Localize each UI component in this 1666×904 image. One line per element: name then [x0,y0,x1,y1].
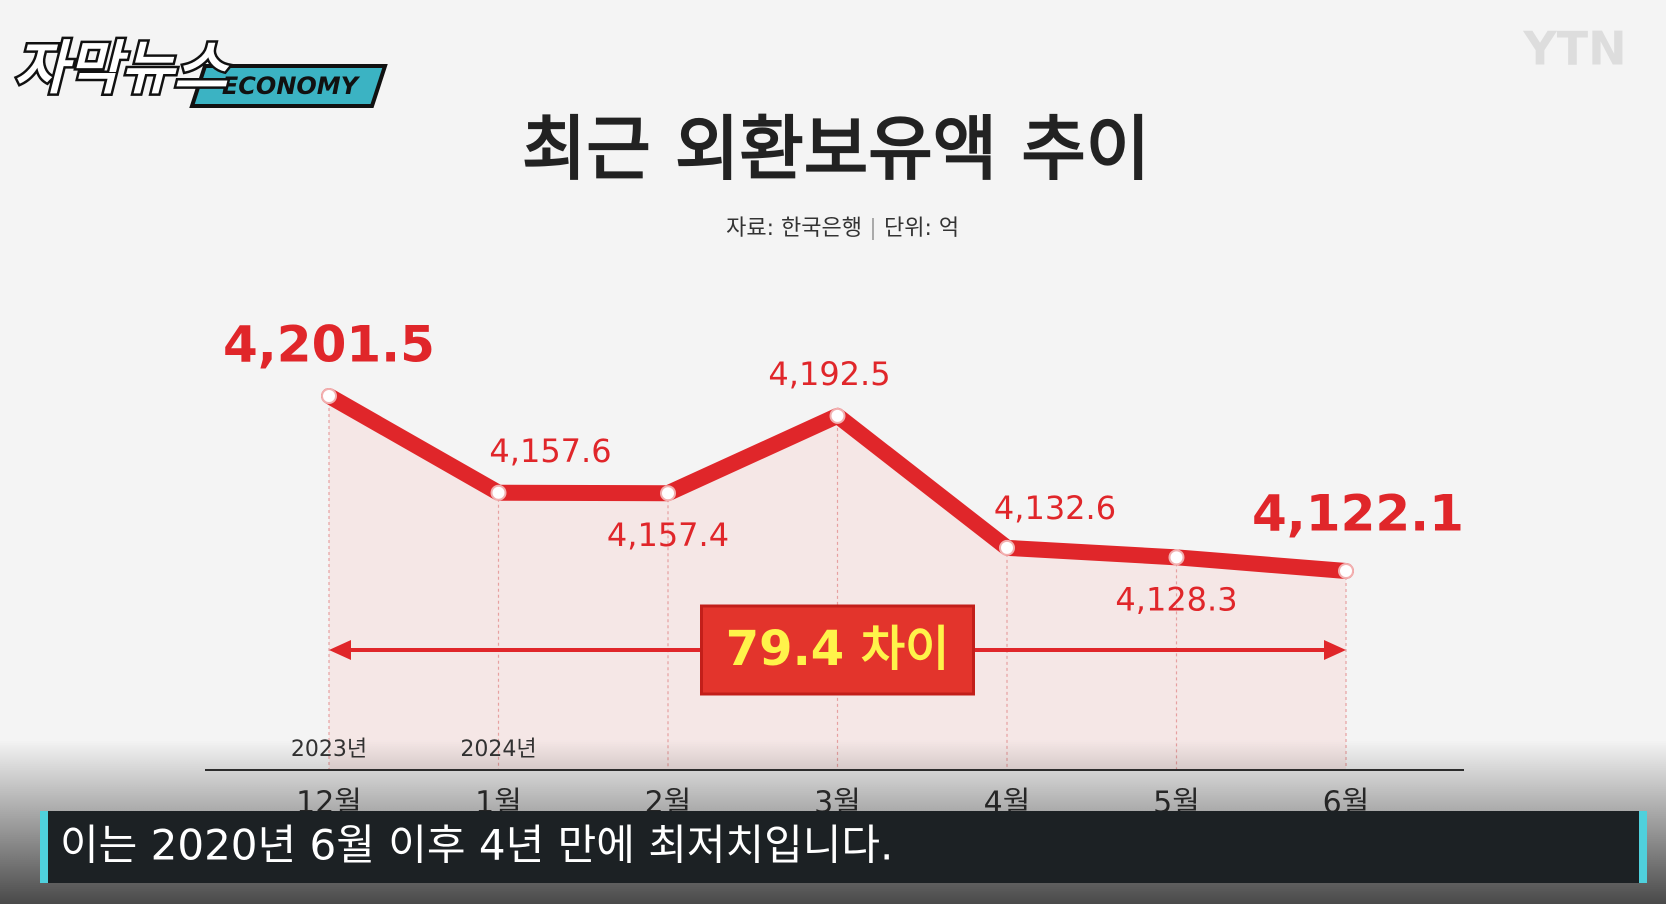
value-label: 4,192.5 [768,355,890,393]
logo-text: 자막뉴스 [14,34,230,102]
annotation: 79.4 차이 [726,621,949,677]
point [999,539,1015,556]
point [829,407,846,424]
annotation-box [700,604,975,696]
broadcaster: YTN [1522,22,1626,76]
value-label: 4,132.6 [994,489,1116,527]
logo-tag: ECONOMY [222,72,361,100]
caption-box [40,811,1647,883]
value-label: 4,157.6 [489,432,611,470]
value-label: 4,122.1 [1252,485,1464,543]
point [660,485,676,502]
point [1338,563,1354,579]
source: 자료: 한국은행 [726,216,862,241]
logo: ECONOMY 자막뉴스 [12,32,388,108]
point [321,388,337,404]
logo-tag-bg [189,64,388,108]
caption-edge [40,811,48,883]
arrow-head [1324,640,1346,660]
caption-edge [1639,811,1647,883]
value-label: 4,201.5 [223,316,435,374]
caption: 이는 2020년 6월 이후 4년 만에 최저치입니다. [60,821,893,870]
area [329,396,1346,770]
arrow-head [329,640,351,660]
chart-title: 최근 외환보유액 추이 [522,108,1150,190]
point [1168,549,1185,566]
unit: 단위: 억 [884,216,959,241]
value-label: 4,128.3 [1115,580,1237,618]
point [490,484,507,501]
value-label: 4,157.4 [607,516,729,554]
